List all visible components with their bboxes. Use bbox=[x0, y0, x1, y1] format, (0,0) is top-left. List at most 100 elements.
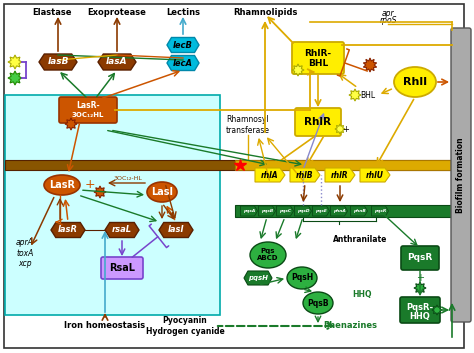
Text: Phenazines: Phenazines bbox=[323, 322, 377, 330]
Text: rhlB: rhlB bbox=[296, 170, 314, 179]
Text: RsaL: RsaL bbox=[109, 263, 135, 273]
Text: LasI: LasI bbox=[151, 187, 173, 197]
Text: PqsB: PqsB bbox=[307, 299, 329, 307]
FancyBboxPatch shape bbox=[101, 257, 143, 279]
Text: Exoprotease: Exoprotease bbox=[88, 8, 146, 17]
Polygon shape bbox=[255, 168, 285, 182]
Text: rhlU: rhlU bbox=[366, 170, 384, 179]
Polygon shape bbox=[325, 168, 355, 182]
Text: pqsC: pqsC bbox=[279, 209, 291, 213]
Polygon shape bbox=[312, 206, 329, 216]
Polygon shape bbox=[105, 222, 139, 238]
Text: Pqs
ABCD: Pqs ABCD bbox=[257, 249, 279, 262]
Text: Elastase: Elastase bbox=[32, 8, 72, 17]
Polygon shape bbox=[51, 222, 85, 238]
Text: pqsE: pqsE bbox=[315, 209, 327, 213]
Ellipse shape bbox=[44, 175, 80, 195]
Text: LasR-: LasR- bbox=[76, 102, 100, 110]
FancyBboxPatch shape bbox=[401, 246, 439, 270]
Text: RhlR: RhlR bbox=[304, 117, 331, 127]
Text: +: + bbox=[343, 125, 349, 133]
Text: 3OC₁₂HL: 3OC₁₂HL bbox=[72, 112, 104, 118]
Text: Lectins: Lectins bbox=[166, 8, 200, 17]
Text: pqsA: pqsA bbox=[243, 209, 255, 213]
Text: phnB: phnB bbox=[353, 209, 365, 213]
Polygon shape bbox=[276, 206, 293, 216]
Polygon shape bbox=[292, 64, 304, 76]
FancyBboxPatch shape bbox=[292, 42, 344, 74]
Text: Iron homeostasis: Iron homeostasis bbox=[64, 322, 146, 330]
Polygon shape bbox=[159, 222, 193, 238]
Text: pqsD: pqsD bbox=[297, 209, 309, 213]
Text: lasR: lasR bbox=[58, 226, 78, 234]
Text: HHQ: HHQ bbox=[410, 311, 430, 321]
Polygon shape bbox=[65, 118, 77, 130]
Text: apr: apr bbox=[382, 9, 394, 18]
Ellipse shape bbox=[394, 67, 436, 97]
Text: rpoS: rpoS bbox=[379, 16, 397, 25]
Text: lasB: lasB bbox=[47, 58, 69, 66]
Polygon shape bbox=[294, 206, 311, 216]
Ellipse shape bbox=[147, 182, 177, 202]
Text: BHL: BHL bbox=[308, 60, 328, 68]
Text: HHQ: HHQ bbox=[352, 291, 372, 299]
Polygon shape bbox=[350, 206, 367, 216]
Polygon shape bbox=[414, 282, 426, 294]
Text: BHL: BHL bbox=[360, 90, 375, 100]
Text: RhlR-: RhlR- bbox=[304, 49, 331, 59]
Text: pqsR: pqsR bbox=[374, 209, 386, 213]
Polygon shape bbox=[167, 37, 199, 53]
Text: lecB: lecB bbox=[173, 41, 193, 49]
Text: phnA: phnA bbox=[333, 209, 346, 213]
Text: Biofilm formation: Biofilm formation bbox=[456, 137, 465, 213]
Text: 3OC₁₂-HL: 3OC₁₂-HL bbox=[114, 176, 143, 181]
Text: LasR: LasR bbox=[49, 180, 75, 190]
Polygon shape bbox=[244, 271, 272, 285]
Text: +: + bbox=[85, 179, 95, 191]
Ellipse shape bbox=[303, 292, 333, 314]
Polygon shape bbox=[8, 55, 22, 69]
Text: rhlR: rhlR bbox=[331, 170, 349, 179]
Ellipse shape bbox=[250, 242, 286, 268]
Text: RhlI: RhlI bbox=[403, 77, 427, 87]
Bar bbox=[5, 95, 220, 315]
Polygon shape bbox=[432, 305, 442, 315]
Text: lecA: lecA bbox=[173, 59, 193, 67]
Polygon shape bbox=[364, 58, 377, 72]
Bar bbox=[5, 160, 455, 170]
Text: PqsR: PqsR bbox=[407, 253, 433, 263]
Polygon shape bbox=[360, 168, 390, 182]
Text: Rhamnosyl
transferase: Rhamnosyl transferase bbox=[226, 115, 270, 135]
Text: Anthranilate: Anthranilate bbox=[333, 235, 387, 245]
Text: pqsH: pqsH bbox=[248, 275, 268, 281]
Text: aprA
toxA
xcp: aprA toxA xcp bbox=[16, 238, 34, 268]
FancyBboxPatch shape bbox=[451, 28, 471, 322]
Polygon shape bbox=[167, 55, 199, 71]
Polygon shape bbox=[39, 54, 77, 70]
FancyBboxPatch shape bbox=[295, 108, 341, 136]
Polygon shape bbox=[240, 206, 257, 216]
Polygon shape bbox=[8, 71, 22, 85]
Polygon shape bbox=[290, 168, 320, 182]
Polygon shape bbox=[98, 54, 136, 70]
Text: PqsR-: PqsR- bbox=[406, 303, 434, 311]
Text: Rhamnolipids: Rhamnolipids bbox=[233, 8, 297, 17]
Polygon shape bbox=[335, 124, 345, 134]
Text: rsaL: rsaL bbox=[112, 226, 132, 234]
Text: lasA: lasA bbox=[106, 58, 128, 66]
Text: +: + bbox=[416, 273, 424, 283]
Polygon shape bbox=[372, 206, 389, 216]
FancyBboxPatch shape bbox=[400, 297, 440, 323]
Bar bbox=[235, 160, 453, 170]
Ellipse shape bbox=[287, 267, 317, 289]
Text: pqsB: pqsB bbox=[261, 209, 273, 213]
Polygon shape bbox=[330, 206, 347, 216]
Polygon shape bbox=[94, 186, 106, 198]
Polygon shape bbox=[258, 206, 275, 216]
Text: Pyocyanin
Hydrogen cyanide: Pyocyanin Hydrogen cyanide bbox=[146, 316, 224, 336]
Text: lasI: lasI bbox=[168, 226, 184, 234]
FancyBboxPatch shape bbox=[59, 97, 117, 123]
Text: PqsH: PqsH bbox=[291, 274, 313, 282]
Bar bbox=[235, 205, 453, 217]
Polygon shape bbox=[349, 89, 361, 101]
